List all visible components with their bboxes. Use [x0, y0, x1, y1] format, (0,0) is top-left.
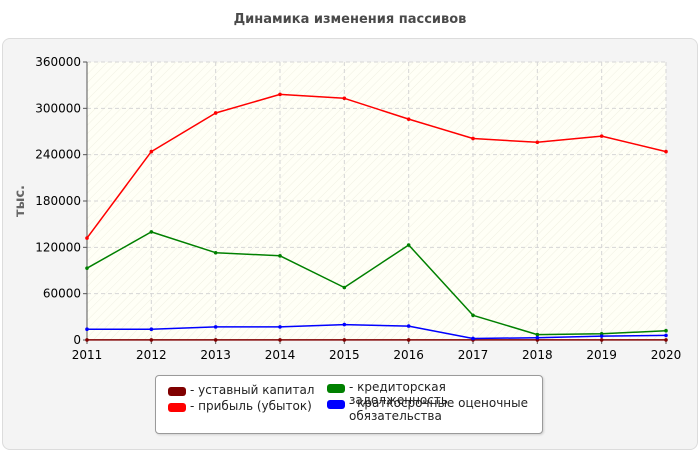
data-point-1 [664, 149, 668, 154]
data-point-0 [85, 338, 89, 342]
chart-title: Динамика изменения пассивов [233, 12, 467, 27]
x-tick-label: 2016 [393, 348, 424, 362]
legend-swatch-1 [168, 403, 186, 412]
legend-label-3: - краткосрочные оценочные обязательства [349, 396, 528, 423]
data-point-1 [406, 117, 411, 121]
series-line-1 [86, 93, 667, 239]
y-axis-label: тыс. [13, 185, 28, 217]
legend-item-3: - краткосрочные оценочные обязательства [327, 397, 532, 423]
data-point-1 [149, 149, 154, 154]
data-point-3 [406, 324, 411, 328]
data-point-0 [342, 338, 347, 342]
data-point-1 [342, 96, 347, 101]
data-point-1 [85, 236, 89, 240]
data-point-0 [149, 338, 154, 342]
data-point-0 [664, 338, 668, 342]
data-point-2 [471, 313, 475, 318]
data-point-3 [149, 327, 154, 331]
x-tick-label: 2013 [200, 348, 231, 362]
data-point-0 [599, 338, 604, 342]
legend-item-1: - прибыль (убыток) [168, 400, 312, 413]
y-tick-label: 120000 [35, 240, 81, 254]
data-point-1 [278, 92, 282, 97]
data-point-2 [535, 332, 540, 337]
data-point-3 [278, 325, 282, 329]
data-point-2 [278, 254, 282, 258]
x-tick-label: 2017 [458, 348, 489, 362]
data-point-2 [85, 266, 89, 270]
data-point-2 [213, 250, 218, 255]
legend-swatch-2 [327, 384, 345, 393]
data-point-2 [342, 285, 347, 290]
y-tick-label: 180000 [35, 194, 81, 208]
legend-swatch-0 [168, 387, 186, 396]
legend-item-0: - уставный капитал [168, 384, 314, 397]
x-tick-label: 2011 [72, 348, 103, 362]
x-tick-label: 2014 [265, 348, 296, 362]
data-point-2 [149, 230, 154, 234]
data-point-3 [664, 333, 668, 338]
data-point-1 [599, 134, 604, 138]
axes: 0 60000 120000 180000 240000 300000 360000 2011… [35, 55, 681, 362]
legend-label-2: - кредиторская задолженность [349, 380, 448, 407]
data-point-1 [535, 140, 540, 145]
legend-label-0: - уставный капитал [190, 383, 315, 397]
x-tick-label: 2019 [586, 348, 617, 362]
legend-label-1: - прибыль (убыток) [190, 399, 312, 413]
y-tick-label: 240000 [35, 148, 81, 162]
data-point-2 [664, 328, 668, 333]
data-point-0 [406, 338, 411, 342]
data-point-0 [278, 338, 282, 342]
data-point-3 [535, 335, 540, 340]
series-line-3 [87, 323, 667, 340]
x-tick-label: 2015 [329, 348, 360, 362]
data-point-3 [599, 334, 604, 338]
data-point-3 [471, 336, 475, 341]
data-point-3 [85, 327, 89, 331]
data-point-1 [213, 111, 218, 115]
x-tick-label: 2018 [522, 348, 553, 362]
y-tick-label: 300000 [35, 101, 81, 115]
grid-lines [87, 61, 667, 340]
data-point-3 [213, 325, 218, 329]
data-point-3 [342, 322, 347, 327]
legend-swatch-3 [327, 400, 345, 409]
y-tick-label: 360000 [35, 55, 81, 69]
data-point-1 [471, 136, 475, 141]
y-tick-label: 60000 [43, 287, 81, 301]
x-tick-label: 2012 [136, 348, 167, 362]
series-lines [85, 92, 668, 342]
y-tick-label: 0 [73, 333, 81, 347]
x-tick-label: 2020 [651, 348, 682, 362]
chart-legend: - уставный капитал - прибыль (убыток) - … [155, 375, 543, 434]
data-point-0 [213, 338, 218, 342]
series-line-2 [86, 231, 667, 336]
legend-item-2: - кредиторская задолженность [327, 381, 542, 407]
data-point-2 [406, 243, 411, 247]
